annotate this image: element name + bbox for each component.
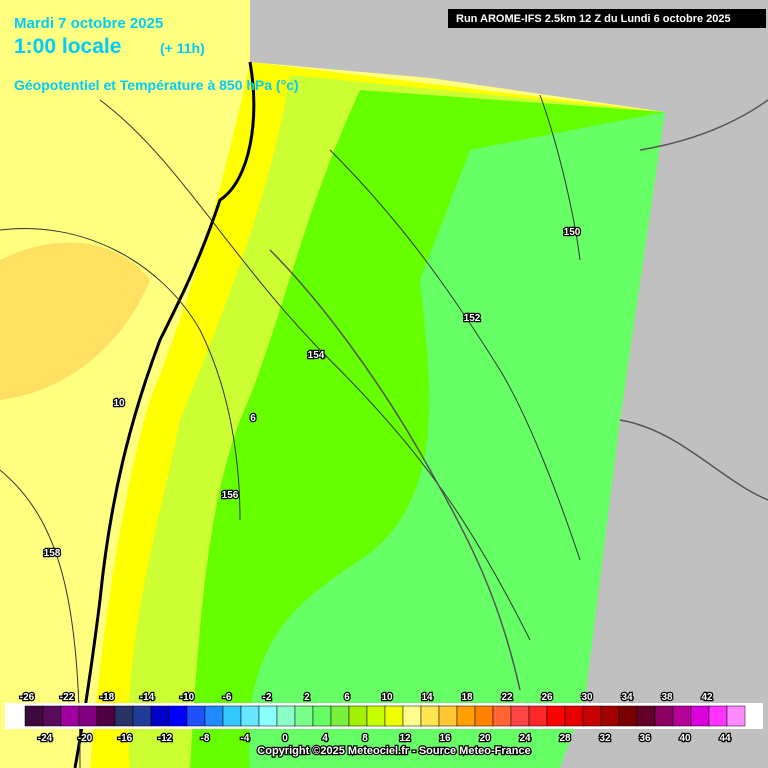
legend-swatch — [132, 705, 152, 727]
legend-swatch — [708, 705, 728, 727]
legend-swatch — [528, 705, 548, 727]
legend-label: 8 — [362, 733, 368, 744]
legend-swatch — [276, 705, 296, 727]
legend-swatch — [618, 705, 638, 727]
legend: -26 -22 -18 -14 -10 -6 -2 2 6 10 14 18 22 26 30 34 38 42-… — [5, 691, 763, 745]
isoline-label: 152 — [464, 313, 481, 324]
legend-label: 28 — [559, 733, 571, 744]
isoline-label: 10 — [113, 398, 125, 409]
legend-swatch — [654, 705, 674, 727]
legend-label: -16 — [118, 733, 133, 744]
legend-swatch — [564, 705, 584, 727]
warm-zone — [0, 242, 150, 400]
legend-label: 16 — [439, 733, 451, 744]
legend-label: 14 — [421, 692, 433, 703]
legend-label: -4 — [241, 733, 250, 744]
legend-swatch — [384, 705, 404, 727]
outside-domain — [250, 0, 768, 768]
legend-swatch — [690, 705, 710, 727]
legend-swatch — [600, 705, 620, 727]
isoline-label: 150 — [564, 227, 581, 238]
legend-label: 12 — [399, 733, 411, 744]
legend-swatch — [204, 705, 224, 727]
legend-label: -22 — [60, 692, 75, 703]
legend-swatch — [24, 705, 44, 727]
border — [73, 61, 256, 768]
legend-label: 10 — [381, 692, 393, 703]
legend-swatch — [366, 705, 386, 727]
legend-swatch — [114, 705, 134, 727]
legend-label: 32 — [599, 733, 611, 744]
legend-swatch — [312, 705, 332, 727]
legend-swatch — [294, 705, 314, 727]
legend-swatch — [348, 705, 368, 727]
legend-label: 38 — [661, 692, 673, 703]
legend-label: 44 — [719, 733, 731, 744]
legend-label: 24 — [519, 733, 531, 744]
legend-label: 34 — [621, 692, 633, 703]
contours — [0, 94, 581, 768]
legend-swatch — [60, 705, 80, 727]
legend-swatch — [186, 705, 206, 727]
legend-label: 4 — [322, 733, 328, 744]
isoline-label: 156 — [222, 490, 239, 501]
legend-label: 0 — [282, 733, 288, 744]
legend-swatch — [582, 705, 602, 727]
run-info: Run AROME-IFS 2.5km 12 Z du Lundi 6 octo… — [456, 13, 731, 25]
legend-swatch — [96, 705, 116, 727]
legend-label: 6 — [344, 692, 350, 703]
legend-label: -20 — [78, 733, 93, 744]
legend-label: -6 — [223, 692, 232, 703]
run-box — [448, 9, 766, 28]
legend-label: 18 — [461, 692, 473, 703]
legend-swatch — [78, 705, 98, 727]
legend-swatch — [546, 705, 566, 727]
legend-label: -14 — [140, 692, 155, 703]
legend-swatch — [672, 705, 692, 727]
time: 1:00 locale — [14, 35, 121, 58]
legend-label: -26 — [20, 692, 35, 703]
legend-label: 30 — [581, 692, 593, 703]
lightgreen-zone — [248, 112, 665, 768]
legend-swatch — [222, 705, 242, 727]
legend-swatch — [726, 705, 746, 727]
legend-swatch — [258, 705, 278, 727]
legend-swatch — [438, 705, 458, 727]
offset: (+ 11h) — [160, 40, 205, 56]
isoline-label: 6 — [250, 413, 256, 424]
copyright: Copyright ©2025 Meteociel.fr - Source Me… — [257, 745, 530, 757]
legend-label: 2 — [304, 692, 310, 703]
regions — [269, 99, 768, 691]
legend-label: -10 — [180, 692, 195, 703]
legend-swatch — [474, 705, 494, 727]
isoline-label: 158 — [44, 548, 61, 559]
legend-swatch — [240, 705, 260, 727]
legend-label: -24 — [38, 733, 53, 744]
legend-label: -8 — [201, 733, 210, 744]
legend-swatch — [420, 705, 440, 727]
legend-label: -18 — [100, 692, 115, 703]
date: Mardi 7 octobre 2025 — [14, 15, 163, 32]
legend-swatch — [168, 705, 188, 727]
legend-swatch — [330, 705, 350, 727]
legend-label: 36 — [639, 733, 651, 744]
legend-swatch — [636, 705, 656, 727]
legend-swatch — [42, 705, 62, 727]
legend-label: 42 — [701, 692, 713, 703]
legend-label: -12 — [158, 733, 173, 744]
legend-label: 20 — [479, 733, 491, 744]
legend-swatch — [402, 705, 422, 727]
legend-swatch — [456, 705, 476, 727]
legend-swatch — [492, 705, 512, 727]
isoline-label: 154 — [308, 350, 325, 361]
parameter: Géopotentiel et Température à 850 hPa (°… — [14, 77, 299, 93]
legend-swatch — [150, 705, 170, 727]
legend-swatch — [510, 705, 530, 727]
legend-label: -2 — [263, 692, 272, 703]
legend-label: 22 — [501, 692, 513, 703]
legend-label: 40 — [679, 733, 691, 744]
legend-label: 26 — [541, 692, 553, 703]
